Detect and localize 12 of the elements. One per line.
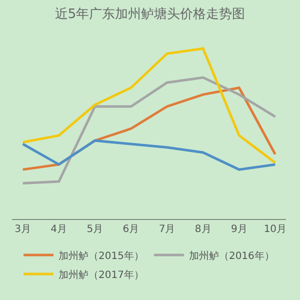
x-tick-label: 6月 <box>122 224 140 235</box>
x-tick-label: 4月 <box>50 224 68 235</box>
legend-label: 加州鲈（2015年） <box>58 250 144 262</box>
x-tick-label: 3月 <box>14 224 32 235</box>
legend-label: 加州鲈（2017年） <box>58 268 144 281</box>
x-tick-label: 5月 <box>86 224 104 235</box>
x-tick-label: 7月 <box>158 224 176 235</box>
chart-title: 近5年广东加州鲈塘头价格走势图 <box>54 7 246 22</box>
legend-label: 加州鲈（2016年） <box>188 250 274 262</box>
x-tick-label: 9月 <box>230 224 248 235</box>
x-tick-label: 10月 <box>264 224 287 235</box>
x-tick-label: 8月 <box>194 224 212 235</box>
